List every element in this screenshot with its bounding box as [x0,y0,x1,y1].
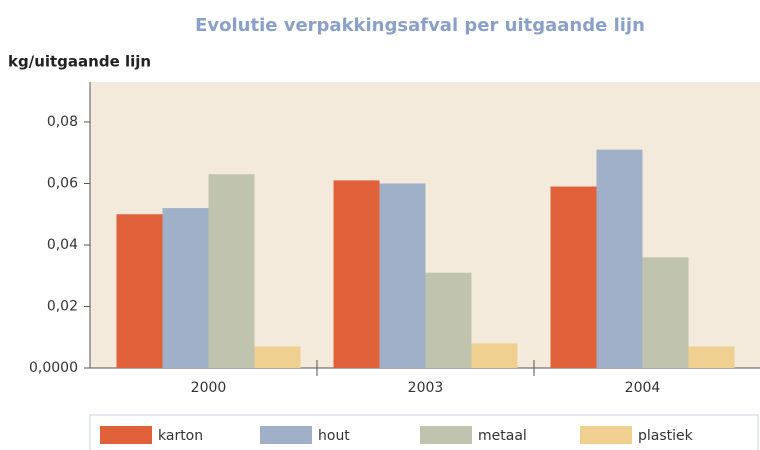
bar [162,208,209,368]
chart-title: Evolutie verpakkingsafval per uitgaande … [195,15,645,36]
legend-swatch [580,426,632,444]
bar [471,343,518,368]
bar [550,186,597,368]
bar [596,149,643,368]
y-tick-label: 0,02 [47,298,78,314]
bar [379,183,426,368]
bar [208,174,255,368]
legend-label: metaal [478,428,527,444]
legend-label: karton [158,428,203,444]
y-tick-label: 0,06 [47,175,78,191]
x-tick-label: 2000 [191,380,227,396]
y-tick-label: 0,04 [47,237,78,253]
bar [116,214,163,368]
bar [254,346,301,368]
bar [333,180,380,368]
legend-label: plastiek [638,428,694,444]
legend-swatch [260,426,312,444]
bar [642,257,689,368]
y-tick-label: 0,0000 [29,360,78,376]
legend-swatch [420,426,472,444]
y-tick-label: 0,08 [47,114,78,130]
x-tick-label: 2003 [408,380,444,396]
legend-label: hout [318,428,350,444]
legend-swatch [100,426,152,444]
bar [688,346,735,368]
y-axis-label: kg/uitgaande lijn [8,53,151,71]
x-tick-label: 2004 [625,380,661,396]
bar [425,272,472,368]
